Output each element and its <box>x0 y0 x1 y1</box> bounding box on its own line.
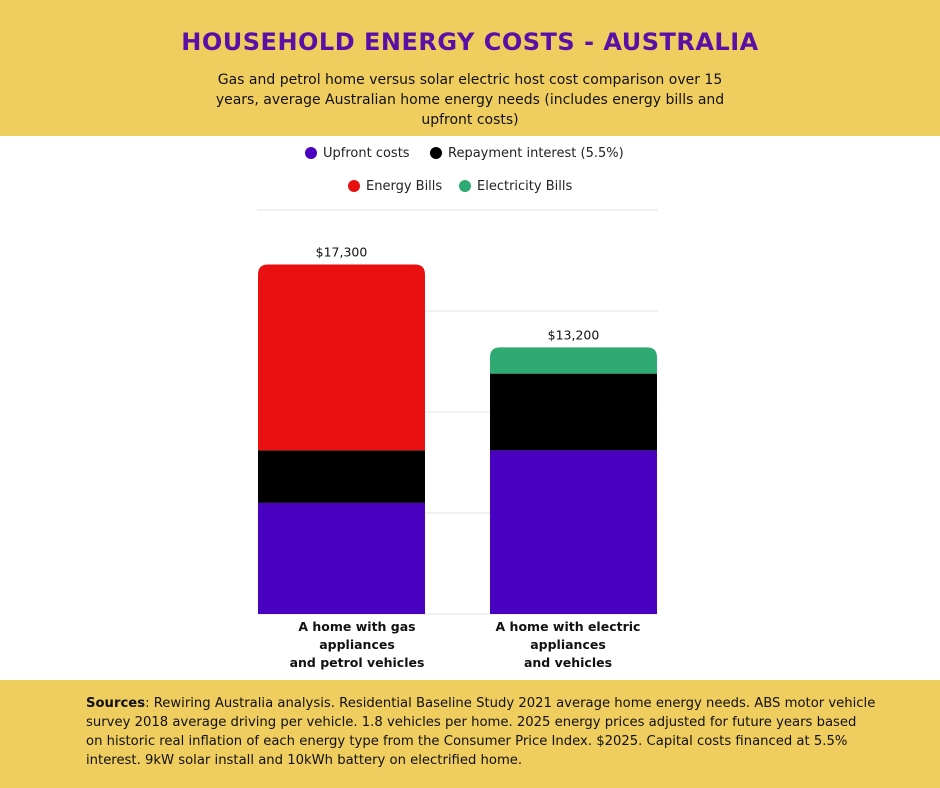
category-label-electric-home: A home with electric appliances and vehi… <box>468 618 668 672</box>
category-label-gas-home-line-3: and petrol vehicles <box>289 655 425 670</box>
chart-title: HOUSEHOLD ENERGY COSTS - AUSTRALIA <box>181 28 759 56</box>
chart-subtitle: Gas and petrol home versus solar electri… <box>215 72 725 128</box>
bar-1-upfront-costs <box>258 502 425 614</box>
legend-item-energy-bills: Energy Bills <box>348 178 442 194</box>
bar-2-electricity-bills <box>490 347 657 374</box>
sources-label: Sources <box>86 696 146 711</box>
footer-banner <box>0 680 940 788</box>
legend-item-electricity-bills: Electricity Bills <box>459 178 572 194</box>
bar-2-repayment-interest-5-5 <box>490 373 657 451</box>
legend-swatch-electricity-bills <box>459 180 471 192</box>
bar-1-repayment-interest-5-5 <box>258 450 425 503</box>
bar-total-label-2: $13,200 <box>548 327 600 342</box>
bar-total-label-1: $17,300 <box>316 245 368 260</box>
legend-swatch-upfront-costs <box>305 147 317 159</box>
legend-swatch-energy-bills <box>348 180 360 192</box>
category-label-electric-home-line-1: A home with electric <box>495 619 641 634</box>
sources-text: : Rewiring Australia analysis. Residenti… <box>86 696 876 768</box>
header-banner <box>0 0 940 136</box>
stacked-bar-chart: $17,300 $13,200 <box>257 209 658 615</box>
bar-2-upfront-costs <box>490 450 657 614</box>
legend-swatch-repayment-interest <box>430 147 442 159</box>
category-label-gas-home: A home with gas appliances and petrol ve… <box>257 618 457 672</box>
legend-label-repayment-interest: Repayment interest (5.5%) <box>448 145 624 161</box>
bar-1-energy-bills <box>258 264 425 451</box>
legend-item-upfront-costs: Upfront costs <box>305 145 410 161</box>
legend-label-electricity-bills: Electricity Bills <box>477 178 573 194</box>
category-label-gas-home-line-1: A home with gas <box>298 619 416 634</box>
category-label-gas-home-line-2: appliances <box>319 637 395 652</box>
category-label-electric-home-line-3: and vehicles <box>523 655 613 670</box>
legend-label-upfront-costs: Upfront costs <box>323 145 410 161</box>
sources-note: Sources: Rewiring Australia analysis. Re… <box>86 694 876 770</box>
legend-item-repayment-interest: Repayment interest (5.5%) <box>430 145 624 161</box>
legend-label-energy-bills: Energy Bills <box>366 178 443 194</box>
category-label-electric-home-line-2: appliances <box>530 637 606 652</box>
